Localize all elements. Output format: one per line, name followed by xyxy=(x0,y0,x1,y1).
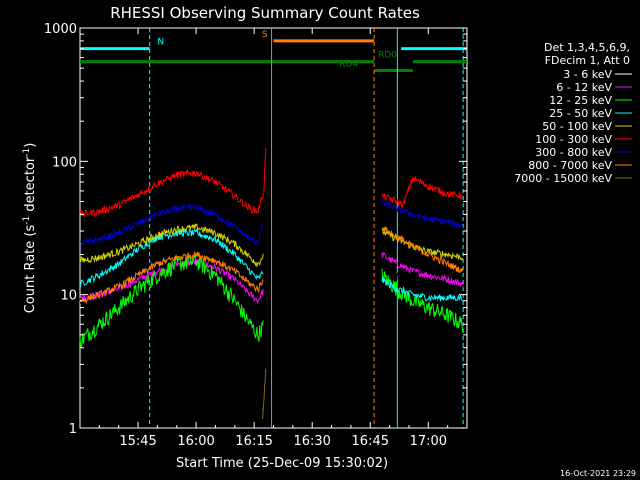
legend-label-0: 3 - 6 keV xyxy=(563,68,612,81)
y-axis-label-main: Count Rate (s xyxy=(23,225,38,314)
timestamp: 16-Oct-2021 23:29 xyxy=(560,469,636,478)
series-line-7-a xyxy=(79,251,264,305)
x-tick-label-1: 16:00 xyxy=(177,434,214,449)
legend-label-5: 100 - 300 keV xyxy=(535,133,612,146)
marker-lines xyxy=(149,28,464,428)
series-7 xyxy=(79,226,464,305)
series-line-0-b xyxy=(381,263,464,301)
series-line-7-b xyxy=(381,226,464,274)
legend-label-7: 800 - 7000 keV xyxy=(528,159,612,172)
x-axis-label: Start Time (25-Dec-09 15:30:02) xyxy=(176,456,388,471)
x-tick-label-4: 16:45 xyxy=(352,434,389,449)
series-line-3-b xyxy=(381,277,464,302)
flag-label-rd0: RD0 xyxy=(378,51,397,61)
legend-label-8: 7000 - 15000 keV xyxy=(514,172,612,185)
legend-label-4: 50 - 100 keV xyxy=(542,120,612,133)
series-line-5-a xyxy=(79,148,267,218)
y-tick-label-1: 10 xyxy=(60,289,77,304)
legend-label-6: 300 - 800 keV xyxy=(535,146,612,159)
x-tick-label-3: 16:30 xyxy=(293,434,330,449)
series-8 xyxy=(262,368,267,419)
y-axis-label-mid: detector xyxy=(23,156,38,216)
series-2 xyxy=(79,253,464,349)
series-6 xyxy=(79,198,464,247)
y-tick-label-3: 1000 xyxy=(44,22,77,37)
axes: 15:45 16:00 16:15 16:30 16:45 17:00 1 10 100 1000 xyxy=(44,22,467,449)
x-tick-label-0: 15:45 xyxy=(119,434,156,449)
legend: Det 1,3,4,5,6,9,FDecim 1, Att 03 - 6 keV… xyxy=(514,41,632,185)
y-axis-label-sup2: -1 xyxy=(22,148,32,157)
series-line-5-b xyxy=(381,176,464,210)
flag-label-s: S xyxy=(262,30,268,40)
series-3 xyxy=(79,228,464,302)
y-tick-label-0: 1 xyxy=(69,422,77,437)
series-line-4-a xyxy=(79,222,264,267)
flag-label-rd4: RD4 xyxy=(339,60,358,70)
legend-label-3: 25 - 50 keV xyxy=(549,107,612,120)
legend-label-2: 12 - 25 keV xyxy=(549,94,612,107)
legend-header-1: FDecim 1, Att 0 xyxy=(545,54,630,67)
chart-title: RHESSI Observing Summary Count Rates xyxy=(110,4,420,22)
flag-label-n: N xyxy=(157,38,164,48)
x-tick-label-5: 17:00 xyxy=(410,434,447,449)
series-line-2-b xyxy=(381,268,464,333)
series-line-8-a xyxy=(262,368,267,419)
y-axis-label: Count Rate (s-1 detector-1) xyxy=(22,143,38,314)
series-5 xyxy=(79,148,464,218)
series-line-6-b xyxy=(381,198,464,229)
legend-label-1: 6 - 12 keV xyxy=(556,81,612,94)
legend-header-0: Det 1,3,4,5,6,9, xyxy=(544,41,630,54)
series-lines xyxy=(79,148,464,419)
y-tick-label-2: 100 xyxy=(52,155,77,170)
flag-bars: N S RD0 RD4 xyxy=(80,30,467,73)
series-line-3-a xyxy=(79,228,264,288)
series-line-1-b xyxy=(381,251,464,287)
y-axis-label-sup1: -1 xyxy=(22,216,32,225)
y-axis-label-end: ) xyxy=(23,143,38,148)
x-tick-label-2: 16:15 xyxy=(235,434,272,449)
series-line-6-a xyxy=(79,202,264,247)
series-line-2-a xyxy=(79,253,264,349)
